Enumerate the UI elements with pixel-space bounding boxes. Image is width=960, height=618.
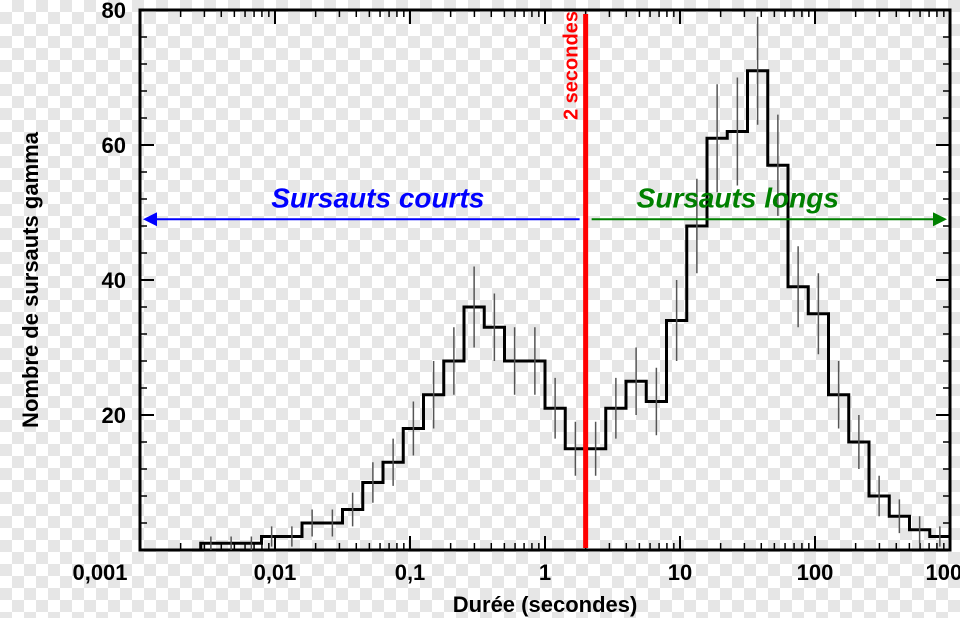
y-tick-label: 40	[102, 268, 126, 293]
x-tick-label: 0,01	[254, 560, 297, 585]
long-bursts-label: Sursauts longs	[637, 182, 839, 213]
x-tick-labels: 0,001 0,01 0,1 1 10 100 1000	[72, 560, 960, 585]
axes-frame	[140, 10, 950, 550]
x-tick-label: 0,001	[72, 560, 127, 585]
y-tick-label: 80	[102, 0, 126, 23]
x-tick-label: 100	[797, 560, 834, 585]
x-tick-label: 1000	[926, 560, 960, 585]
y-tick-label: 20	[102, 403, 126, 428]
chart-container: 2 secondes Sursauts courts Sursauts long…	[0, 0, 960, 618]
y-tick-label: 60	[102, 133, 126, 158]
x-axis-label: Durée (secondes)	[453, 592, 638, 617]
x-tick-label: 1	[539, 560, 551, 585]
y-tick-labels: 20 40 60 80	[102, 0, 126, 428]
y-axis-label: Nombre de sursauts gamma	[18, 131, 43, 428]
histogram-plot: 2 secondes Sursauts courts Sursauts long…	[0, 0, 960, 618]
short-bursts-label: Sursauts courts	[271, 182, 484, 213]
x-tick-label: 0,1	[395, 560, 426, 585]
x-tick-label: 10	[668, 560, 692, 585]
histogram-line	[181, 71, 951, 550]
divider-label: 2 secondes	[561, 11, 583, 120]
